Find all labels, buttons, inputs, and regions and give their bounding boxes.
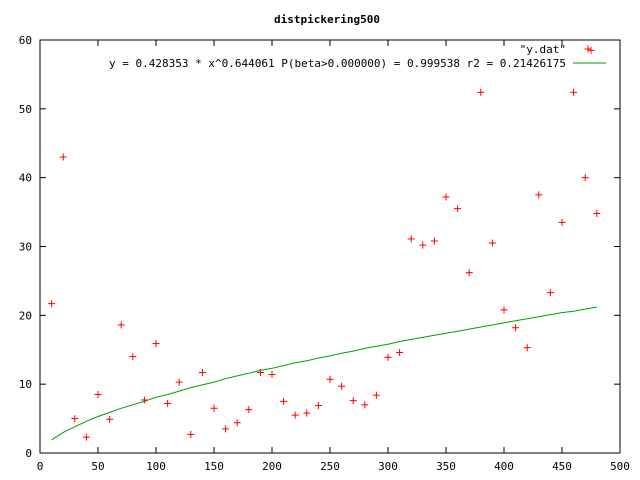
- data-point: [152, 340, 160, 348]
- data-point: [326, 375, 334, 383]
- data-point: [233, 419, 241, 427]
- data-point: [303, 409, 311, 417]
- y-tick-label: 20: [19, 309, 32, 322]
- legend-label-points: "y.dat": [520, 43, 566, 56]
- y-tick-label: 30: [19, 241, 32, 254]
- data-point: [48, 300, 56, 308]
- fit-line: [51, 306, 597, 441]
- data-point: [454, 205, 462, 213]
- x-tick-label: 250: [320, 460, 340, 473]
- y-tick-label: 0: [25, 447, 32, 460]
- data-point: [430, 237, 438, 245]
- y-tick-label: 10: [19, 378, 32, 391]
- data-point: [593, 209, 601, 217]
- data-point: [280, 397, 288, 405]
- data-point: [407, 235, 415, 243]
- data-point: [558, 218, 566, 226]
- data-point: [94, 390, 102, 398]
- data-point: [187, 430, 195, 438]
- data-point: [106, 415, 114, 423]
- x-tick-label: 150: [204, 460, 224, 473]
- data-point: [164, 399, 172, 407]
- legend-label-fit: y = 0.428353 * x^0.644061 P(beta>0.00000…: [109, 57, 566, 70]
- data-point: [442, 193, 450, 201]
- x-tick-label: 100: [146, 460, 166, 473]
- data-point: [129, 353, 137, 361]
- data-point: [59, 153, 67, 161]
- axis-ticks: [39, 39, 621, 454]
- data-point: [477, 88, 485, 96]
- data-point: [349, 397, 357, 405]
- y-tick-label: 50: [19, 103, 32, 116]
- data-point: [175, 378, 183, 386]
- data-point: [587, 46, 595, 54]
- data-point: [396, 349, 404, 357]
- x-tick-label: 50: [91, 460, 104, 473]
- data-point: [500, 306, 508, 314]
- data-point: [338, 382, 346, 390]
- data-point: [361, 401, 369, 409]
- data-point: [419, 241, 427, 249]
- x-tick-label: 0: [37, 460, 44, 473]
- x-tick-label: 300: [378, 460, 398, 473]
- x-tick-label: 500: [610, 460, 630, 473]
- data-point: [140, 396, 148, 404]
- data-point: [488, 239, 496, 247]
- data-point: [384, 353, 392, 361]
- data-point: [245, 406, 253, 414]
- data-point: [256, 368, 264, 376]
- data-point: [291, 411, 299, 419]
- data-point: [222, 425, 230, 433]
- legend-sample-points: [584, 45, 592, 53]
- data-point: [314, 402, 322, 410]
- data-point: [82, 433, 90, 441]
- y-tick-label: 60: [19, 34, 32, 47]
- data-point: [581, 174, 589, 182]
- data-point: [198, 368, 206, 376]
- data-point: [523, 344, 531, 352]
- data-point: [535, 191, 543, 199]
- chart-title: distpickering500: [274, 13, 380, 26]
- y-tick-label: 40: [19, 172, 32, 185]
- x-tick-label: 350: [436, 460, 456, 473]
- data-point: [546, 289, 554, 297]
- data-point: [210, 404, 218, 412]
- data-point: [570, 88, 578, 96]
- tick-labels: 0 50 100 150 200 250 300 350 400 450 500 0 10 20 30 40 5…: [19, 34, 630, 473]
- x-tick-label: 200: [262, 460, 282, 473]
- plot-frame: [39, 39, 621, 454]
- data-point: [268, 371, 276, 379]
- data-point: [117, 321, 125, 329]
- points-series: [48, 46, 601, 441]
- fit-series: [51, 306, 597, 441]
- data-point: [465, 269, 473, 277]
- legend: "y.dat" y = 0.428353 * x^0.644061 P(beta…: [109, 43, 606, 70]
- data-point: [71, 415, 79, 423]
- x-tick-label: 400: [494, 460, 514, 473]
- data-point: [372, 391, 380, 399]
- x-tick-label: 450: [552, 460, 572, 473]
- data-point: [512, 324, 520, 332]
